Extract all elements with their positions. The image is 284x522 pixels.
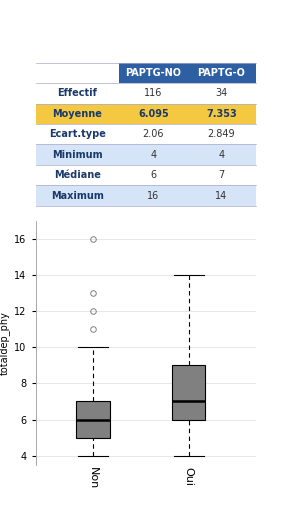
FancyBboxPatch shape [187, 124, 256, 145]
Text: 7.353: 7.353 [206, 109, 237, 119]
Bar [172, 365, 205, 420]
Text: PAPTG-NO: PAPTG-NO [125, 68, 181, 78]
Text: Médiane: Médiane [54, 170, 101, 180]
FancyBboxPatch shape [119, 63, 187, 83]
Text: Effectif: Effectif [57, 88, 97, 98]
FancyBboxPatch shape [187, 185, 256, 206]
FancyBboxPatch shape [119, 103, 187, 124]
FancyBboxPatch shape [119, 83, 187, 103]
Text: 2.06: 2.06 [143, 129, 164, 139]
Text: 6: 6 [150, 170, 156, 180]
Text: 2.849: 2.849 [208, 129, 235, 139]
FancyBboxPatch shape [36, 185, 119, 206]
FancyBboxPatch shape [119, 145, 187, 165]
FancyBboxPatch shape [36, 145, 119, 165]
Bar [76, 401, 110, 437]
Text: 7: 7 [218, 170, 225, 180]
Text: 4: 4 [218, 150, 225, 160]
Text: Moyenne: Moyenne [52, 109, 102, 119]
FancyBboxPatch shape [36, 103, 119, 124]
FancyBboxPatch shape [119, 124, 187, 145]
FancyBboxPatch shape [36, 83, 119, 103]
Text: Maximum: Maximum [51, 191, 104, 200]
FancyBboxPatch shape [36, 124, 119, 145]
FancyBboxPatch shape [187, 83, 256, 103]
FancyBboxPatch shape [36, 165, 119, 185]
Text: 116: 116 [144, 88, 162, 98]
Text: 4: 4 [150, 150, 156, 160]
FancyBboxPatch shape [187, 63, 256, 83]
Y-axis label: totaldep_phy: totaldep_phy [0, 311, 10, 375]
Text: 14: 14 [215, 191, 227, 200]
FancyBboxPatch shape [187, 165, 256, 185]
Text: 16: 16 [147, 191, 159, 200]
Text: Ecart.type: Ecart.type [49, 129, 106, 139]
FancyBboxPatch shape [119, 185, 187, 206]
Text: 34: 34 [215, 88, 227, 98]
FancyBboxPatch shape [187, 145, 256, 165]
FancyBboxPatch shape [119, 165, 187, 185]
FancyBboxPatch shape [36, 63, 119, 83]
FancyBboxPatch shape [187, 103, 256, 124]
Text: Minimum: Minimum [52, 150, 103, 160]
Text: 6.095: 6.095 [138, 109, 169, 119]
Text: PAPTG-O: PAPTG-O [198, 68, 245, 78]
